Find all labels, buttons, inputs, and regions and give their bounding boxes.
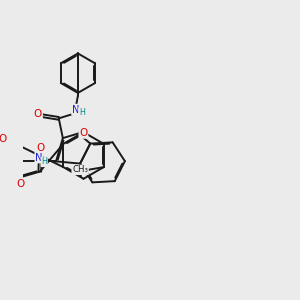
Text: O: O (79, 128, 88, 138)
Text: CH₃: CH₃ (72, 165, 88, 174)
Text: N: N (72, 105, 80, 115)
Text: O: O (16, 179, 25, 189)
Text: O: O (36, 143, 44, 153)
Text: O: O (0, 134, 7, 144)
Text: H: H (41, 158, 47, 166)
Text: H: H (79, 108, 85, 117)
Text: N: N (35, 153, 43, 163)
Text: O: O (34, 109, 42, 119)
